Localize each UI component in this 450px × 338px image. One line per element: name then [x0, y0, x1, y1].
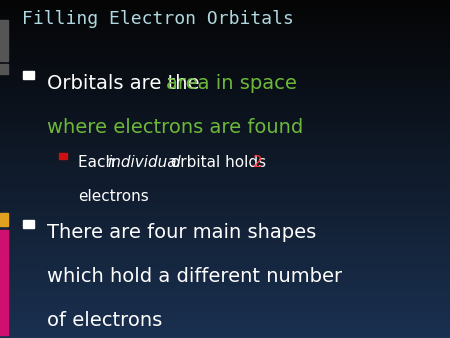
Text: individual: individual [107, 155, 181, 170]
Bar [22, 220, 34, 228]
Text: orbital holds: orbital holds [166, 155, 270, 170]
Text: There are four main shapes: There are four main shapes [47, 223, 316, 242]
Bar [58, 153, 67, 159]
Text: where electrons are found: where electrons are found [47, 118, 303, 137]
Text: Filling Electron Orbitals: Filling Electron Orbitals [22, 10, 294, 28]
Text: Orbitals are the: Orbitals are the [47, 74, 206, 93]
Bar [22, 71, 34, 79]
Text: electrons: electrons [78, 189, 148, 204]
Text: which hold a different number: which hold a different number [47, 267, 342, 286]
Text: of electrons: of electrons [47, 311, 162, 330]
Text: area in space: area in space [166, 74, 297, 93]
Text: 2: 2 [253, 155, 263, 170]
Text: Each: Each [78, 155, 120, 170]
